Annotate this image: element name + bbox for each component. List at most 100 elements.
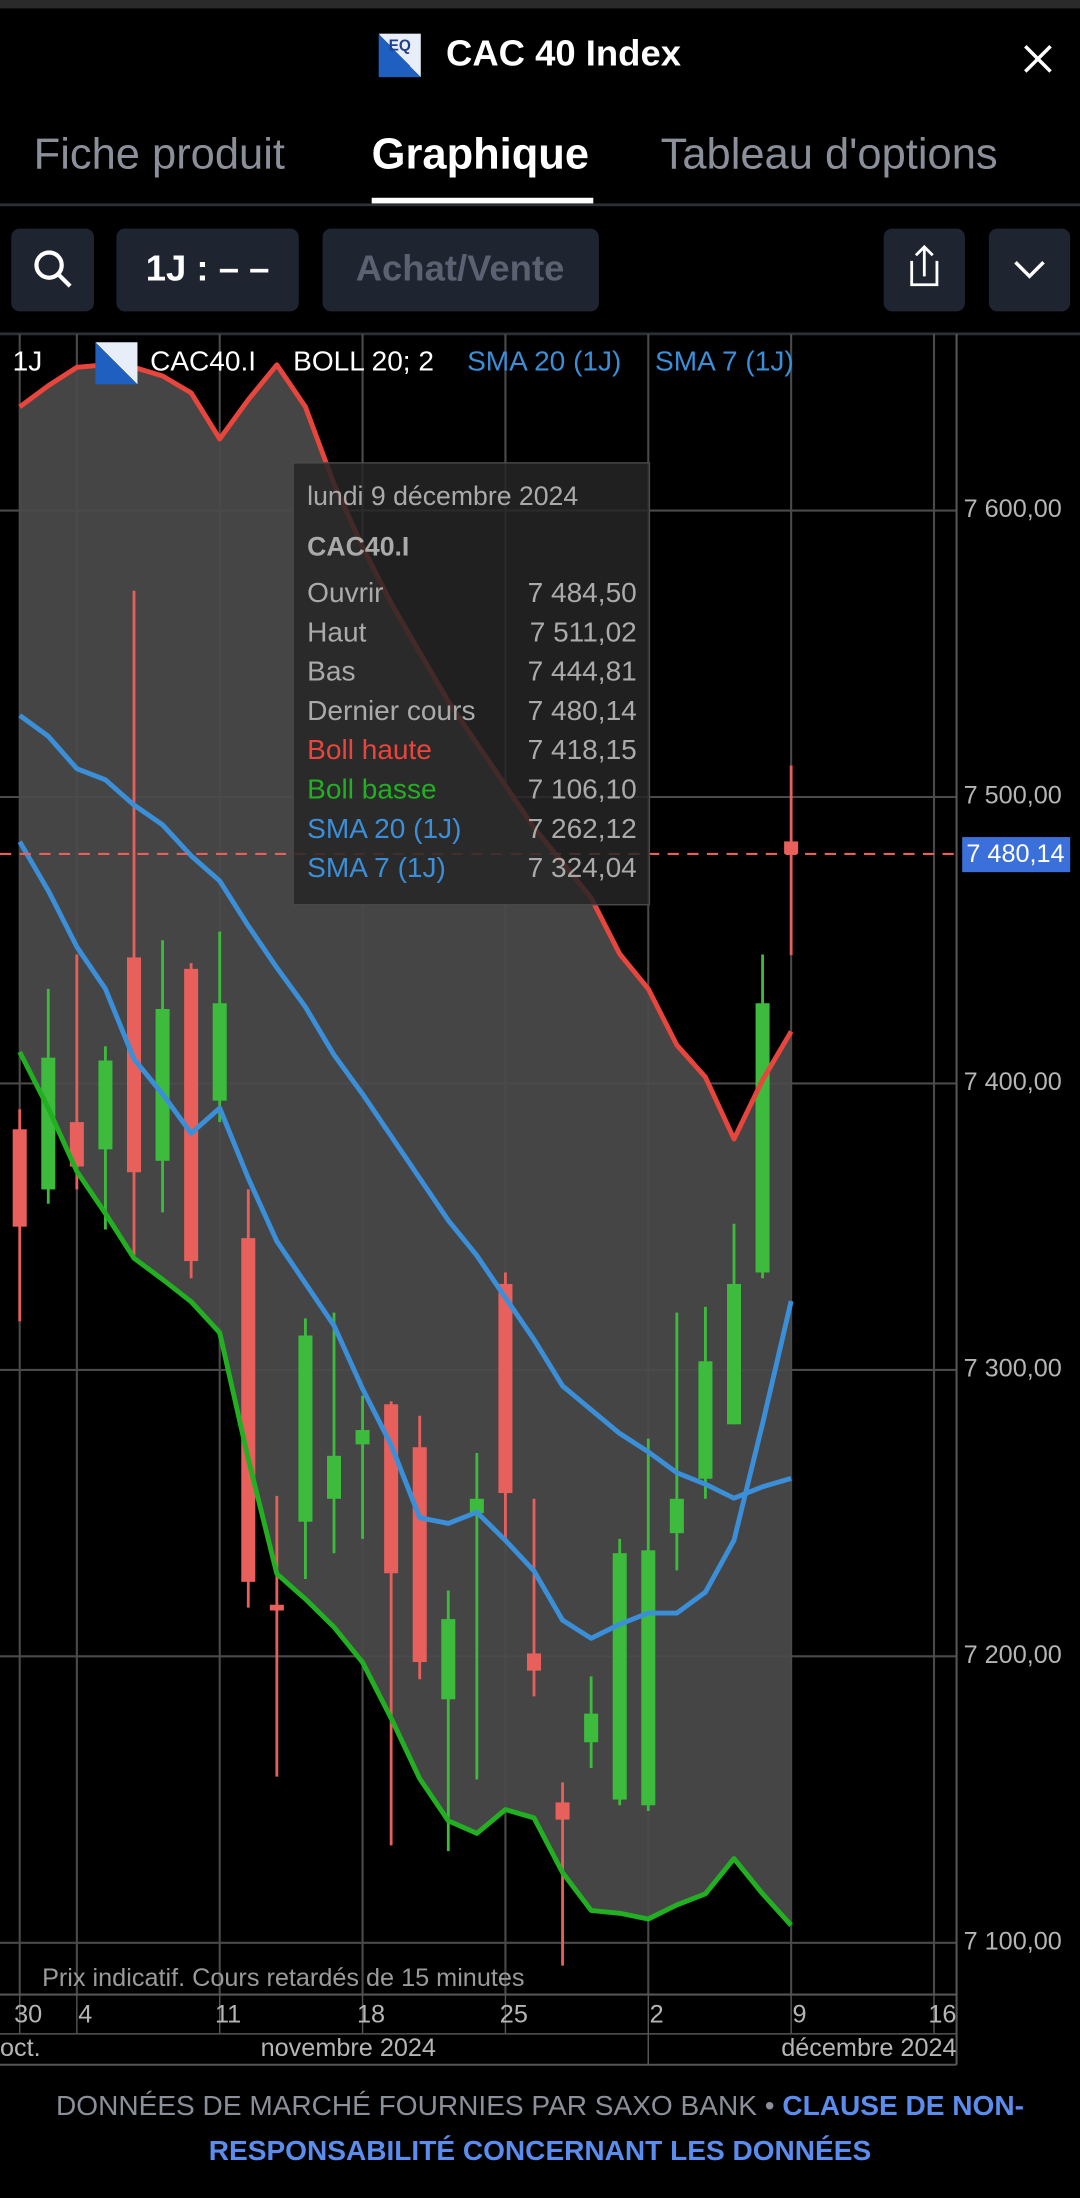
footer: DONNÉES DE MARCHÉ FOURNIES PAR SAXO BANK… bbox=[0, 2084, 1080, 2174]
footer-source: DONNÉES DE MARCHÉ FOURNIES PAR SAXO BANK… bbox=[56, 2091, 775, 2123]
y-tick-label: 7 200,00 bbox=[964, 1641, 1062, 1669]
tab[interactable]: Tableau d'options bbox=[661, 131, 998, 179]
candle-body bbox=[555, 1802, 570, 1820]
y-tick-label: 7 400,00 bbox=[964, 1068, 1062, 1096]
candle-body bbox=[384, 1404, 399, 1574]
candle-body bbox=[126, 957, 142, 1173]
close-button[interactable] bbox=[1024, 45, 1052, 73]
tooltip-label: Boll haute bbox=[307, 734, 432, 765]
indicator-line bbox=[18, 713, 792, 1501]
x-tick-label: 30 bbox=[14, 2000, 42, 2028]
period-label[interactable]: 1J : – – bbox=[146, 247, 270, 288]
legend-boll: BOLL 20; 2 bbox=[293, 346, 434, 377]
menu-button[interactable] bbox=[988, 228, 1071, 312]
candle-body bbox=[498, 1283, 513, 1494]
disclaimer-link[interactable]: CLAUSE DE NON-RESPONSABILITÉ CONCERNANT … bbox=[208, 2091, 1024, 2168]
candle-body bbox=[755, 1003, 770, 1273]
indicator-line bbox=[17, 1050, 793, 1927]
y-tick-label: 7 300,00 bbox=[964, 1355, 1062, 1383]
title: CAC 40 Index bbox=[446, 33, 681, 74]
tooltip-value: 7 480,14 bbox=[528, 695, 637, 726]
x-tick-label: 16 bbox=[928, 2000, 956, 2028]
y-tick-label: 7 500,00 bbox=[964, 782, 1062, 810]
x-tick-label: 2 bbox=[650, 2000, 664, 2028]
candle-body bbox=[155, 1008, 170, 1161]
trade-label: Achat/Vente bbox=[356, 247, 565, 288]
x-tick-label: 18 bbox=[357, 2000, 385, 2028]
month-label: novembre 2024 bbox=[261, 2034, 436, 2062]
tooltip-label: Boll basse bbox=[307, 774, 436, 805]
axes bbox=[0, 333, 958, 2066]
candle-body bbox=[698, 1361, 713, 1479]
legend-symbol: CAC40.I bbox=[150, 346, 256, 377]
footer-text: DONNÉES DE MARCHÉ FOURNIES PAR SAXO BANK… bbox=[0, 2084, 1080, 2174]
candle-body bbox=[41, 1057, 56, 1190]
icon-label: EQ bbox=[389, 37, 411, 54]
candle-body bbox=[269, 1604, 284, 1611]
candle-body bbox=[241, 1238, 256, 1582]
tooltip-value: 7 262,12 bbox=[528, 813, 637, 844]
delay-note: Prix indicatif. Cours retardés de 15 min… bbox=[42, 1964, 524, 1992]
share-button[interactable] bbox=[883, 228, 965, 312]
bollinger-band bbox=[19, 364, 792, 1926]
candle-body bbox=[184, 968, 199, 1262]
x-tick-label: 9 bbox=[793, 2000, 807, 2028]
tab-active[interactable]: Graphique bbox=[372, 131, 589, 179]
candle-body bbox=[641, 1550, 656, 1806]
candle-body bbox=[69, 1122, 84, 1167]
candle-body bbox=[784, 841, 799, 854]
legend-entry: SMA 20 (1J) bbox=[467, 346, 621, 377]
tab-divider bbox=[0, 203, 1080, 207]
tooltip-label: Ouvrir bbox=[307, 577, 383, 608]
header: EQ CAC 40 Index bbox=[378, 33, 1052, 78]
period-button[interactable] bbox=[116, 228, 299, 312]
tooltip-label: SMA 20 (1J) bbox=[307, 813, 461, 844]
legend-period: 1J bbox=[13, 346, 43, 377]
chart-border bbox=[0, 332, 1080, 336]
month-label: oct. bbox=[0, 2034, 41, 2062]
tooltip-value: 7 418,15 bbox=[528, 734, 637, 765]
tooltip-label: Haut bbox=[307, 616, 366, 647]
plot bbox=[0, 333, 957, 1995]
candle-body bbox=[469, 1498, 484, 1514]
instrument-icon bbox=[378, 33, 421, 78]
tooltip-label: Dernier cours bbox=[307, 695, 475, 726]
candle-body bbox=[212, 1003, 227, 1101]
tooltip-value: 7 324,04 bbox=[528, 852, 637, 883]
candle-body bbox=[355, 1430, 370, 1445]
candle-body bbox=[726, 1283, 742, 1425]
candle-body bbox=[612, 1553, 627, 1800]
y-tick-label: 7 100,00 bbox=[964, 1927, 1062, 1955]
tooltip-label: SMA 7 (1J) bbox=[307, 852, 446, 883]
tooltip-value: 7 106,10 bbox=[528, 774, 637, 805]
x-tick-label: 11 bbox=[215, 2000, 241, 2028]
indicator-line bbox=[17, 840, 794, 1641]
last-price-badge bbox=[962, 837, 1071, 873]
candle-body bbox=[669, 1498, 684, 1534]
search-button[interactable] bbox=[11, 228, 94, 312]
tooltip-symbol: CAC40.I bbox=[307, 531, 409, 561]
status-strip bbox=[0, 0, 1080, 9]
candle-body bbox=[12, 1129, 27, 1227]
last-price-label: 7 480,14 bbox=[966, 840, 1064, 868]
tooltip-date: lundi 9 décembre 2024 bbox=[307, 481, 578, 511]
tooltip-label: Bas bbox=[307, 656, 355, 687]
tooltip-value: 7 511,02 bbox=[530, 616, 637, 647]
tooltip-value: 7 484,50 bbox=[528, 577, 637, 608]
x-tick-label: 4 bbox=[78, 2000, 92, 2028]
candle-body bbox=[441, 1619, 456, 1700]
candle-body bbox=[98, 1060, 113, 1150]
candle-body bbox=[412, 1447, 427, 1663]
trade-button bbox=[322, 228, 599, 312]
candle-body bbox=[584, 1713, 599, 1743]
tooltip: lundi 9 décembre 2024 CAC40.I Ouvrir 7 48… bbox=[292, 462, 651, 906]
legend-entry: SMA 7 (1J) bbox=[655, 346, 794, 377]
x-tick-label: 25 bbox=[500, 2000, 528, 2028]
month-label: décembre 2024 bbox=[781, 2034, 956, 2062]
legend-icon bbox=[95, 342, 138, 385]
tab[interactable]: Fiche produit bbox=[34, 131, 285, 179]
tab-underline bbox=[371, 197, 594, 204]
candle-body bbox=[326, 1455, 342, 1499]
candle-body bbox=[298, 1335, 313, 1522]
